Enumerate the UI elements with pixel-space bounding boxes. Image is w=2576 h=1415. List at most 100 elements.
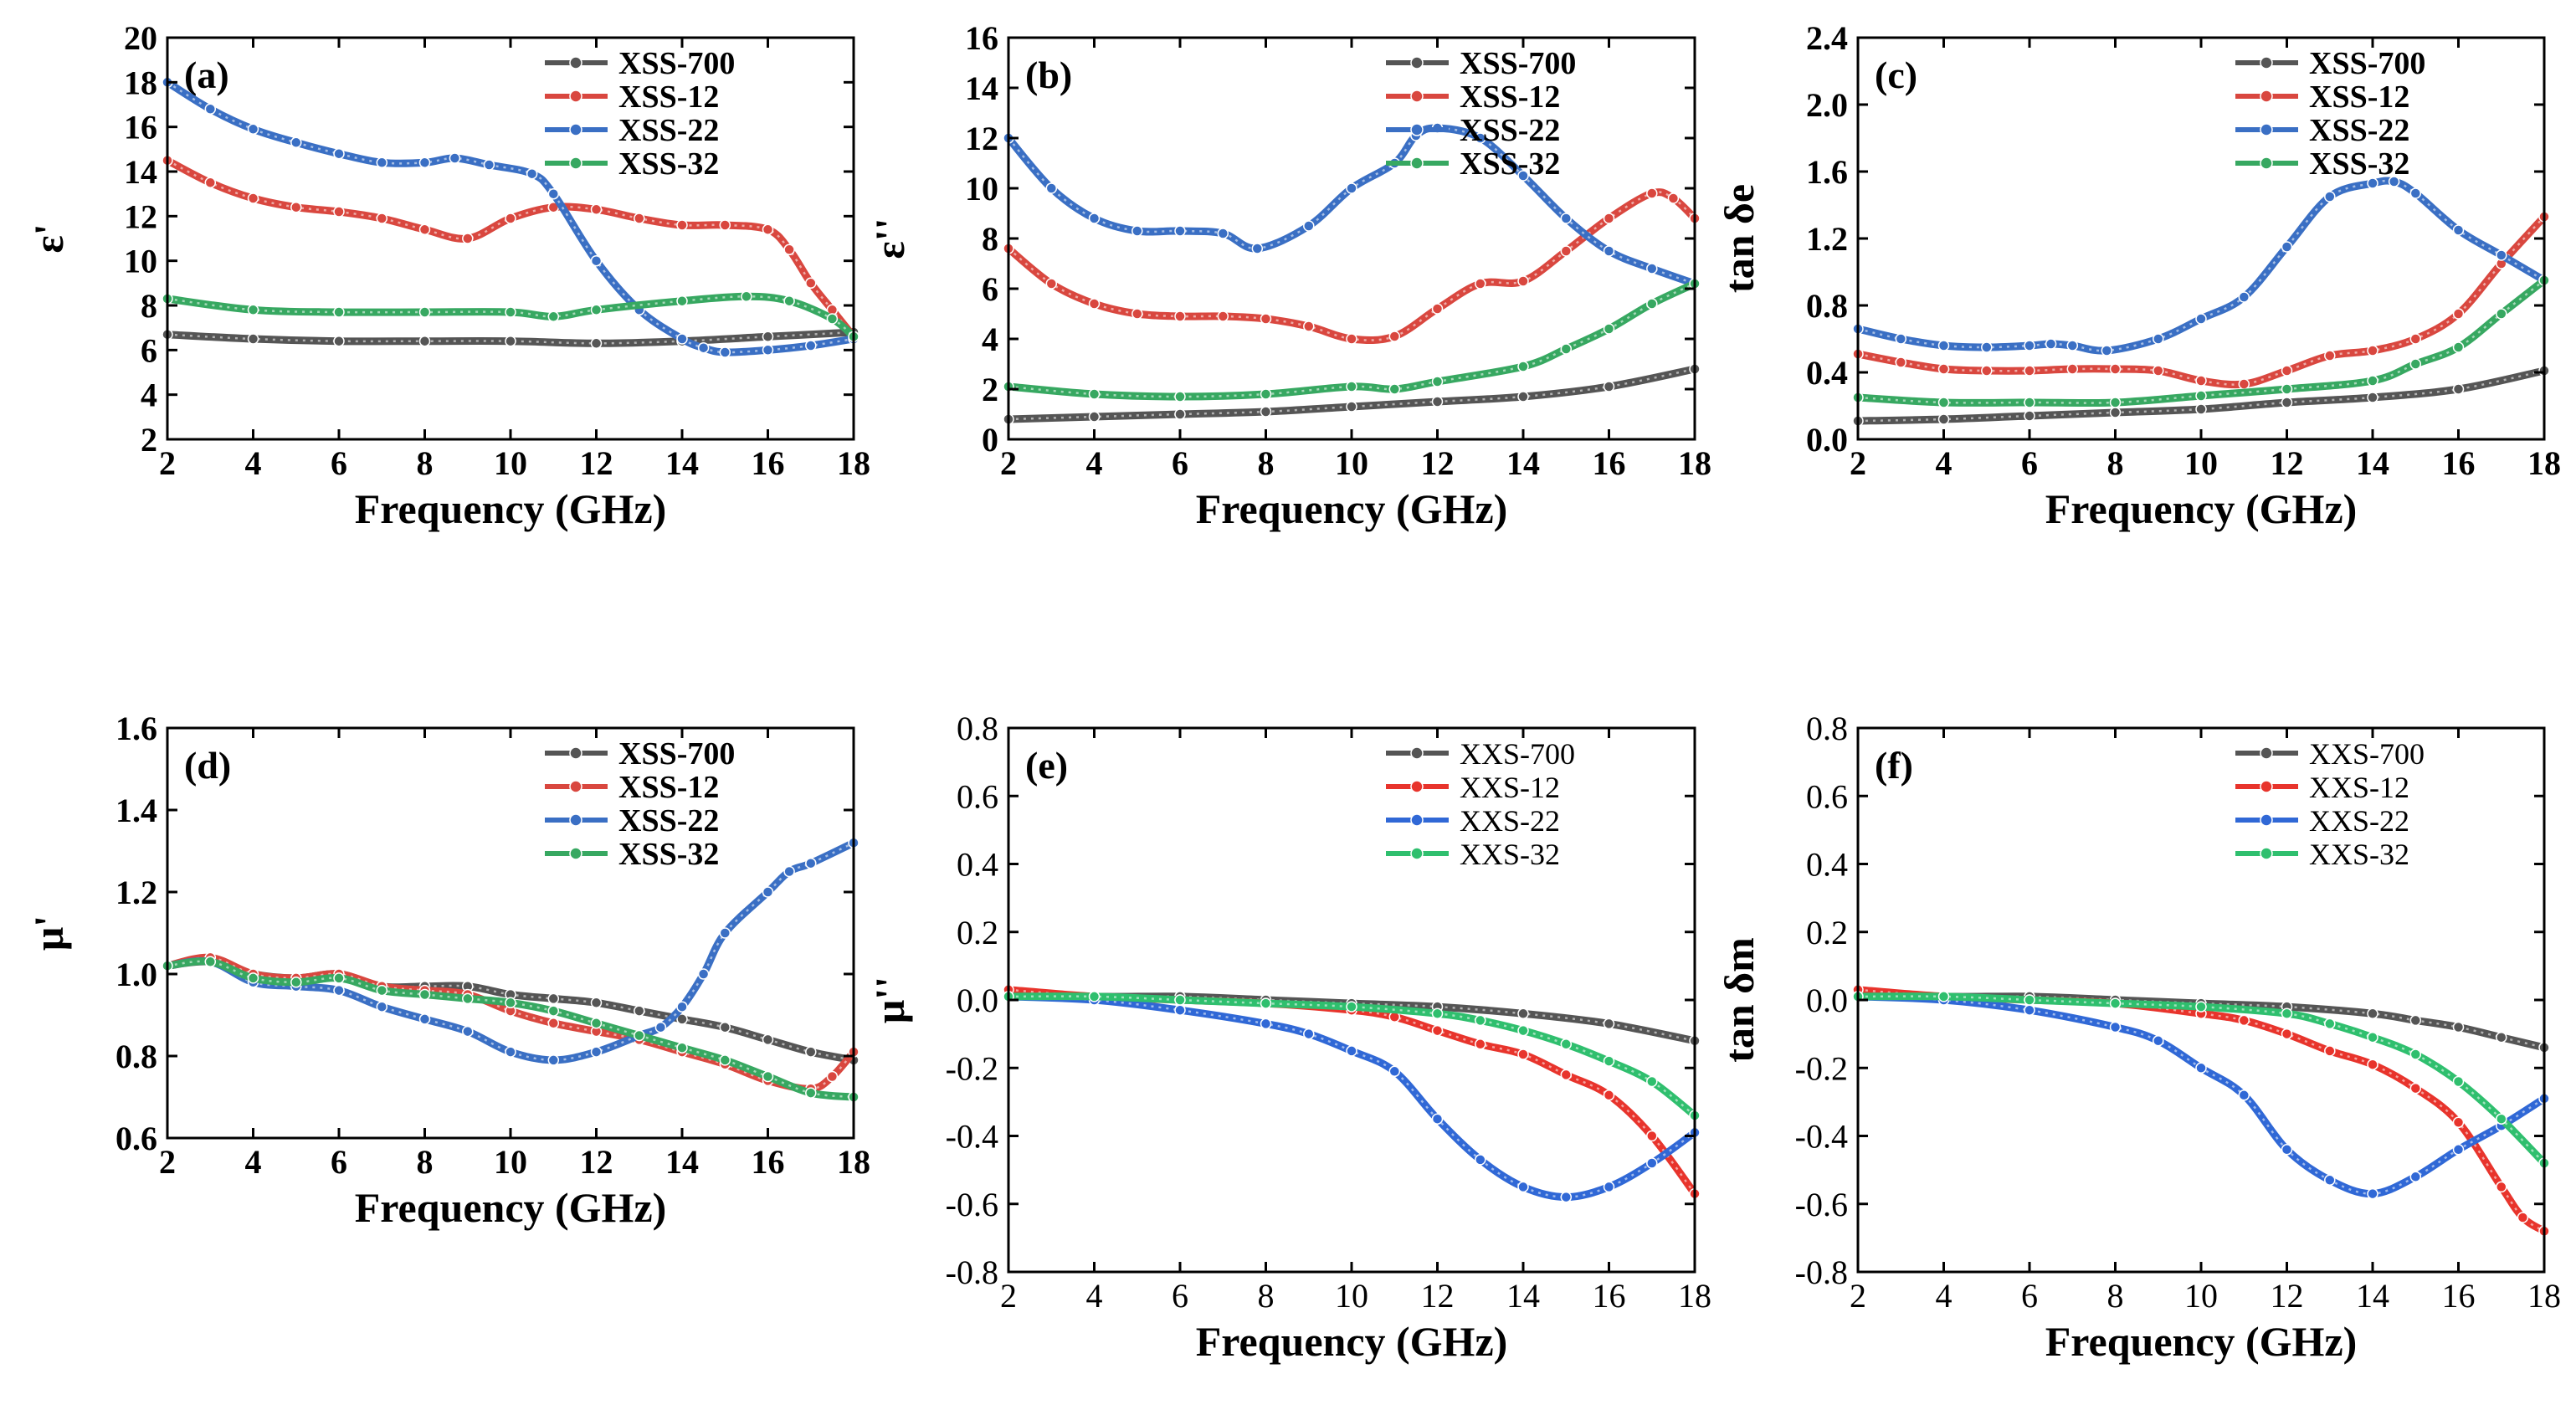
data-point-XSS-700 xyxy=(2024,410,2035,422)
data-point-XXS-12 xyxy=(1603,1089,1615,1101)
series-marker-XSS-700 xyxy=(167,331,854,345)
data-point-XSS-32 xyxy=(2024,397,2035,408)
x-tick-label: 18 xyxy=(2527,1277,2561,1315)
legend-label-XSS-32: XSS-32 xyxy=(1460,146,1560,182)
y-tick-label: 0.4 xyxy=(957,846,998,884)
y-tick-label: -0.2 xyxy=(1795,1049,1848,1087)
data-point-XSS-700 xyxy=(2195,403,2207,415)
y-axis-title: tan δe xyxy=(1716,184,1763,293)
data-point-XSS-12 xyxy=(2324,350,2336,361)
data-point-XSS-700 xyxy=(762,331,774,343)
y-tick-label: 0.8 xyxy=(1806,287,1848,325)
x-tick-label: 18 xyxy=(837,1143,870,1181)
y-tick-label: 1.2 xyxy=(115,874,157,911)
data-point-XSS-12 xyxy=(333,206,345,218)
y-tick-label: 12 xyxy=(965,120,998,157)
data-point-XSS-32 xyxy=(547,310,560,323)
y-tick-label: 0.8 xyxy=(957,710,998,747)
data-point-XSS-12 xyxy=(2238,378,2250,390)
data-point-XSS-22 xyxy=(449,152,461,164)
legend-label-XXS-12: XXS-12 xyxy=(1460,771,1560,804)
y-tick-label: 0.0 xyxy=(1806,421,1848,459)
data-point-XSS-22 xyxy=(376,1001,388,1013)
x-axis-title: Frequency (GHz) xyxy=(355,485,667,532)
x-tick-label: 4 xyxy=(1086,444,1103,482)
x-tick-label: 8 xyxy=(417,1143,434,1181)
data-point-XSS-22 xyxy=(762,886,774,898)
x-axis-title: Frequency (GHz) xyxy=(1196,1318,1508,1365)
data-point-XSS-700 xyxy=(1431,396,1444,408)
data-point-XSS-700 xyxy=(1346,401,1357,413)
data-point-XXS-12 xyxy=(2367,1059,2378,1070)
data-point-XXS-22 xyxy=(2195,1062,2207,1074)
data-point-XSS-32 xyxy=(2367,375,2378,387)
y-tick-label: 16 xyxy=(124,109,157,146)
legend-label-XXS-32: XXS-32 xyxy=(2309,838,2409,871)
legend-marker-XSS-700 xyxy=(1410,56,1424,69)
data-point-XSS-32 xyxy=(676,295,688,307)
data-point-XSS-22 xyxy=(2024,340,2035,351)
data-point-XXS-22 xyxy=(1303,1028,1315,1040)
x-tick-label: 14 xyxy=(2356,444,2389,482)
legend-marker-XSS-32 xyxy=(2260,156,2273,170)
legend-marker-XSS-32 xyxy=(1410,156,1424,170)
data-point-XSS-12 xyxy=(762,223,774,236)
data-point-XXS-32 xyxy=(1260,997,1272,1009)
data-point-XSS-12 xyxy=(2066,363,2079,375)
data-point-XSS-12 xyxy=(1174,310,1186,322)
data-point-XXS-22 xyxy=(2281,1144,2293,1156)
data-point-XXS-700 xyxy=(2409,1014,2422,1027)
data-point-XSS-22 xyxy=(1217,228,1229,239)
legend-marker-XSS-22 xyxy=(569,123,582,136)
data-point-XXS-12 xyxy=(1560,1069,1573,1081)
y-tick-label: 2.4 xyxy=(1806,19,1848,57)
legend-label-XXS-700: XXS-700 xyxy=(2309,737,2425,771)
data-point-XSS-22 xyxy=(2496,249,2507,261)
data-point-XXS-22 xyxy=(2367,1187,2378,1200)
data-point-XSS-12 xyxy=(2281,365,2293,377)
data-point-XXS-22 xyxy=(2452,1144,2465,1156)
data-point-XXS-22 xyxy=(1346,1045,1357,1057)
x-tick-label: 2 xyxy=(1850,1277,1866,1315)
data-point-XSS-22 xyxy=(2324,191,2336,203)
legend-marker-XSS-12 xyxy=(569,90,582,103)
data-point-XXS-22 xyxy=(1603,1181,1615,1193)
panel-label: (e) xyxy=(1025,744,1068,787)
series-line-XSS-12 xyxy=(1854,213,2548,389)
data-point-XSS-22 xyxy=(590,1046,603,1058)
data-point-XSS-32 xyxy=(826,313,839,325)
data-point-XSS-22 xyxy=(376,156,388,169)
data-point-XXS-32 xyxy=(1560,1038,1573,1050)
x-tick-label: 2 xyxy=(1000,444,1017,482)
legend-marker-XSS-12 xyxy=(569,780,582,793)
data-point-XSS-32 xyxy=(462,992,474,1005)
x-tick-label: 4 xyxy=(1936,444,1953,482)
x-tick-label: 18 xyxy=(837,444,870,482)
legend-marker-XSS-22 xyxy=(1410,123,1424,136)
data-point-XSS-12 xyxy=(418,223,431,236)
data-point-XXS-12 xyxy=(2409,1082,2422,1095)
x-tick-label: 8 xyxy=(1258,1277,1275,1315)
data-point-XSS-12 xyxy=(1667,192,1680,204)
data-point-XSS-22 xyxy=(805,857,817,869)
x-tick-label: 16 xyxy=(1593,444,1626,482)
legend-label-XXS-700: XXS-700 xyxy=(1460,737,1575,771)
data-point-XXS-22 xyxy=(2024,1004,2035,1016)
data-point-XSS-12 xyxy=(1937,363,1950,375)
y-tick-label: 8 xyxy=(141,287,157,325)
data-point-XXS-32 xyxy=(1517,1024,1529,1037)
legend-marker-XXS-32 xyxy=(1410,847,1424,860)
data-point-XSS-32 xyxy=(2195,390,2207,402)
x-tick-label: 12 xyxy=(1421,1277,1455,1315)
x-tick-label: 18 xyxy=(2527,444,2561,482)
data-point-XSS-22 xyxy=(676,333,688,345)
data-point-XSS-32 xyxy=(505,306,516,318)
y-tick-label: 0.2 xyxy=(1806,914,1848,951)
y-tick-label: 0.2 xyxy=(957,914,998,951)
data-point-XSS-32 xyxy=(2409,358,2422,370)
x-tick-label: 16 xyxy=(1593,1277,1626,1315)
data-point-XSS-32 xyxy=(204,956,217,968)
data-point-XSS-22 xyxy=(1981,341,1993,353)
data-point-XXS-22 xyxy=(1475,1154,1486,1166)
